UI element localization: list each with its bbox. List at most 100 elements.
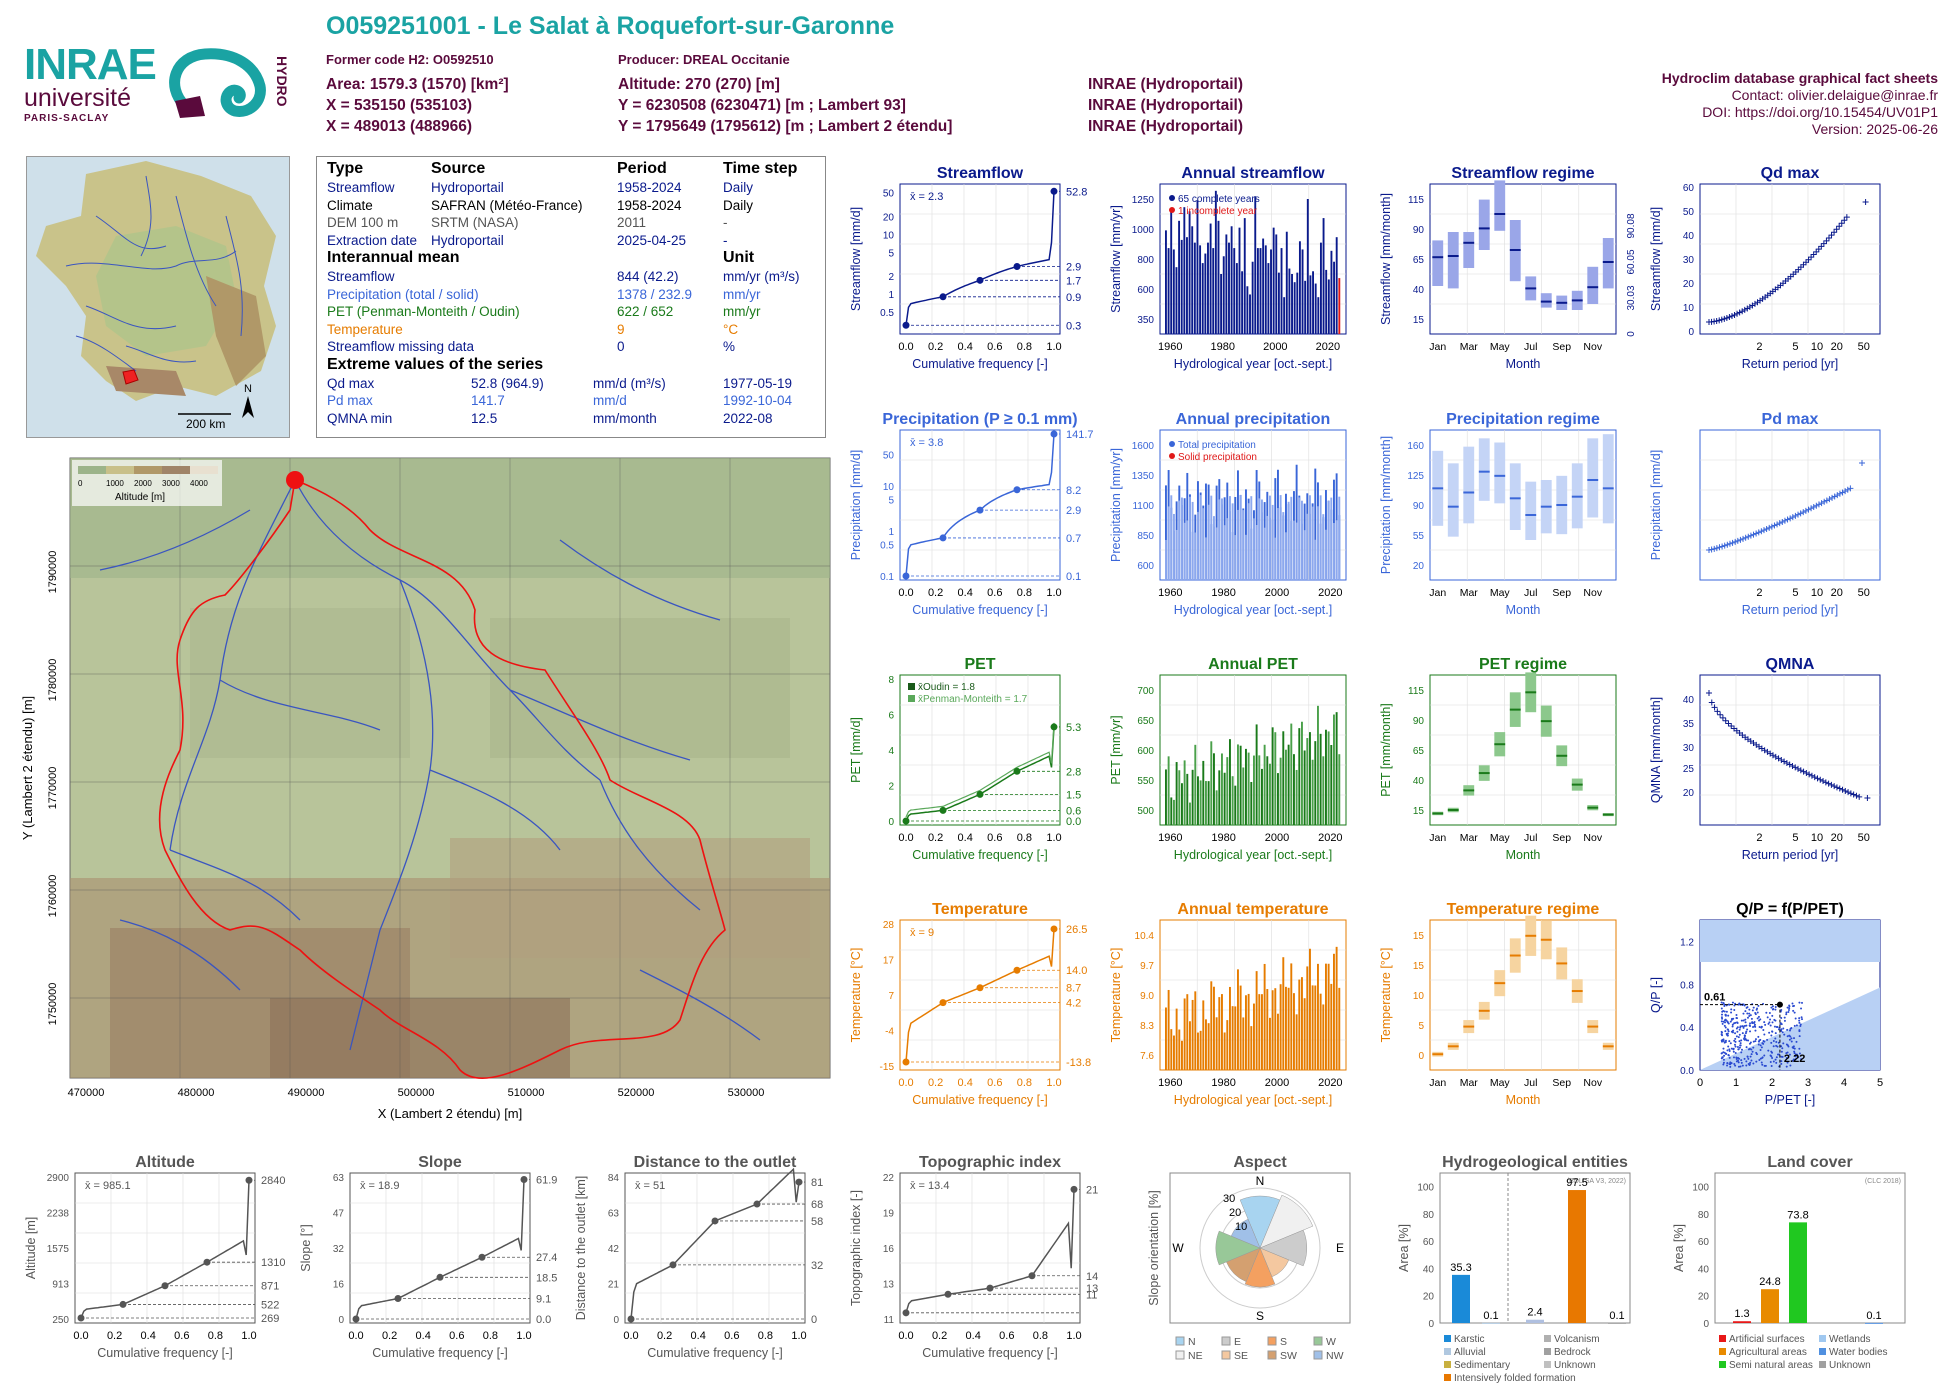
qp-ppet-point xyxy=(1776,1026,1779,1029)
aspect-legend-swatch xyxy=(1175,1350,1185,1360)
distance-x-tick: 0.4 xyxy=(691,1330,706,1342)
altitude-x-tick: 0.6 xyxy=(174,1330,189,1342)
annual-pet-bar xyxy=(1325,729,1327,825)
qp-ppet-ylabel: Q/P [-] xyxy=(1649,977,1663,1013)
pd-max-xlabel: Return period [yr] xyxy=(1742,603,1839,617)
terrain-patch xyxy=(490,618,790,758)
annual-temp-bar xyxy=(1170,1029,1173,1070)
annual-pet-bar xyxy=(1269,763,1271,825)
hydrogeo-frame xyxy=(1439,1172,1631,1324)
annual-streamflow-bar xyxy=(1288,268,1291,334)
annual-precip-bar-solid xyxy=(1191,501,1194,580)
land-cover-legend-swatch xyxy=(1819,1361,1826,1368)
extreme-row-cell: Pd max xyxy=(327,393,373,408)
source-1: INRAE (Hydroportail) xyxy=(1088,76,1243,93)
pd-max-point xyxy=(1774,521,1781,528)
pd-max-point xyxy=(1839,489,1846,496)
qp-ppet-point xyxy=(1763,1064,1766,1067)
hydrogeo-legend-swatch xyxy=(1544,1335,1551,1342)
qp-ppet-point xyxy=(1785,1065,1788,1068)
qp-ppet-point xyxy=(1770,1065,1773,1068)
aspect-dir-label: N xyxy=(1256,1174,1265,1188)
temp-fdc-y-tick: 17 xyxy=(883,956,895,967)
qp-ppet-point xyxy=(1786,1051,1789,1054)
catchment-boundary xyxy=(158,478,726,1080)
qp-ppet-point xyxy=(1752,1040,1755,1043)
qd-max-point xyxy=(1831,229,1838,236)
pd-max-point xyxy=(1708,546,1715,553)
annual-precip-bar-solid xyxy=(1218,499,1221,580)
doi[interactable]: DOI: https://doi.org/10.15454/UV01P1 xyxy=(1702,104,1938,120)
qp-ppet-point xyxy=(1744,1032,1747,1035)
mean-row: PET (Penman-Monteith / Oudin) 622 / 652 mm… xyxy=(327,303,815,321)
annual-precip-x-tick: 1960 xyxy=(1158,587,1182,599)
mean-row-cell: Temperature xyxy=(327,321,403,337)
qp-ppet-point xyxy=(1795,1024,1798,1027)
pd-max-point xyxy=(1842,488,1849,495)
x-tick-label: 490000 xyxy=(288,1087,325,1099)
topo-index-mean: x̄ = 13.4 xyxy=(910,1180,949,1192)
qd-max-y-tick: 60 xyxy=(1683,183,1695,194)
streamflow-fdc-y-tick: 0.5 xyxy=(880,308,894,319)
temp-regime-y-tick: 10 xyxy=(1413,991,1425,1002)
qp-ppet-point xyxy=(1795,1040,1798,1043)
qp-ppet-point xyxy=(1738,1057,1741,1060)
qmna-point xyxy=(1711,704,1718,711)
qd-max-point xyxy=(1813,248,1820,255)
altitude-legend-swatch xyxy=(78,466,106,474)
qp-ppet-point xyxy=(1723,1019,1726,1022)
y-l2: Y = 1795649 (1795612) [m ; Lambert 2 éte… xyxy=(618,118,953,135)
qp-ppet-point xyxy=(1730,1008,1733,1011)
qp-ppet-y-tick: 1.2 xyxy=(1680,937,1694,948)
qmna-point xyxy=(1853,792,1860,799)
annual-pet-bar xyxy=(1247,752,1250,825)
qp-ppet-point xyxy=(1756,1017,1759,1020)
qp-ppet-point xyxy=(1734,1052,1737,1055)
qp-ppet-point xyxy=(1731,1025,1734,1028)
annual-temp-bar xyxy=(1298,979,1301,1070)
pet-regime-x-tick: Jan xyxy=(1429,832,1446,844)
pet-regime-x-tick: Nov xyxy=(1583,832,1602,844)
qp-ppet-point xyxy=(1750,1017,1753,1020)
qp-ppet-point xyxy=(1735,1017,1738,1020)
qp-ppet-point xyxy=(1759,1018,1762,1021)
qp-ppet-point xyxy=(1775,1041,1778,1044)
qp-ppet-point xyxy=(1723,1041,1726,1044)
qp-ppet-point xyxy=(1723,1054,1726,1057)
pd-max-point xyxy=(1763,526,1770,533)
slope-x-tick: 0.2 xyxy=(382,1330,397,1342)
qd-max-point xyxy=(1731,311,1738,318)
qp-ppet-point xyxy=(1731,1001,1734,1004)
qp-ppet-point xyxy=(1740,1019,1743,1022)
qp-ppet-annot-x: 2.22 xyxy=(1784,1053,1805,1065)
pd-max-point xyxy=(1721,542,1728,549)
qp-ppet-point xyxy=(1737,1061,1740,1064)
annual-precip-bar-solid xyxy=(1309,495,1311,580)
qp-ppet-point xyxy=(1745,1046,1748,1049)
qp-ppet-point xyxy=(1742,1019,1745,1022)
source-row-cell: Hydroportail xyxy=(431,180,504,195)
qp-ppet-point xyxy=(1789,1035,1792,1038)
precip-regime-box xyxy=(1494,442,1506,504)
qd-max-xlabel: Return period [yr] xyxy=(1742,357,1839,371)
hydrogeo-legend-swatch xyxy=(1444,1335,1451,1342)
annual-precip-bar-solid xyxy=(1325,529,1327,580)
streamflow-regime-box xyxy=(1540,293,1552,308)
contact[interactable]: Contact: olivier.delaigue@inrae.fr xyxy=(1731,87,1938,103)
annual-pet-bar xyxy=(1199,780,1202,825)
temp-fdc-right-label: 8.7 xyxy=(1066,983,1081,995)
precip-regime-x-tick: May xyxy=(1490,587,1511,599)
precip-fdc-y-tick: 0.1 xyxy=(880,572,894,583)
pet-fdc-legend-swatch xyxy=(908,683,915,690)
annual-temp-x-tick: 1960 xyxy=(1158,1077,1182,1089)
qp-ppet-point xyxy=(1724,1026,1727,1029)
qp-ppet-point xyxy=(1730,1011,1733,1014)
mean-row-cell: PET (Penman-Monteith / Oudin) xyxy=(327,304,520,319)
annual-pet-bar xyxy=(1239,745,1242,825)
annual-temp-bar xyxy=(1271,990,1274,1070)
river xyxy=(349,929,381,1051)
annual-temp-bar xyxy=(1231,1006,1234,1070)
annual-streamflow-bar xyxy=(1243,218,1246,334)
qp-ppet-point xyxy=(1730,1047,1733,1050)
qp-ppet-point xyxy=(1760,1026,1763,1029)
